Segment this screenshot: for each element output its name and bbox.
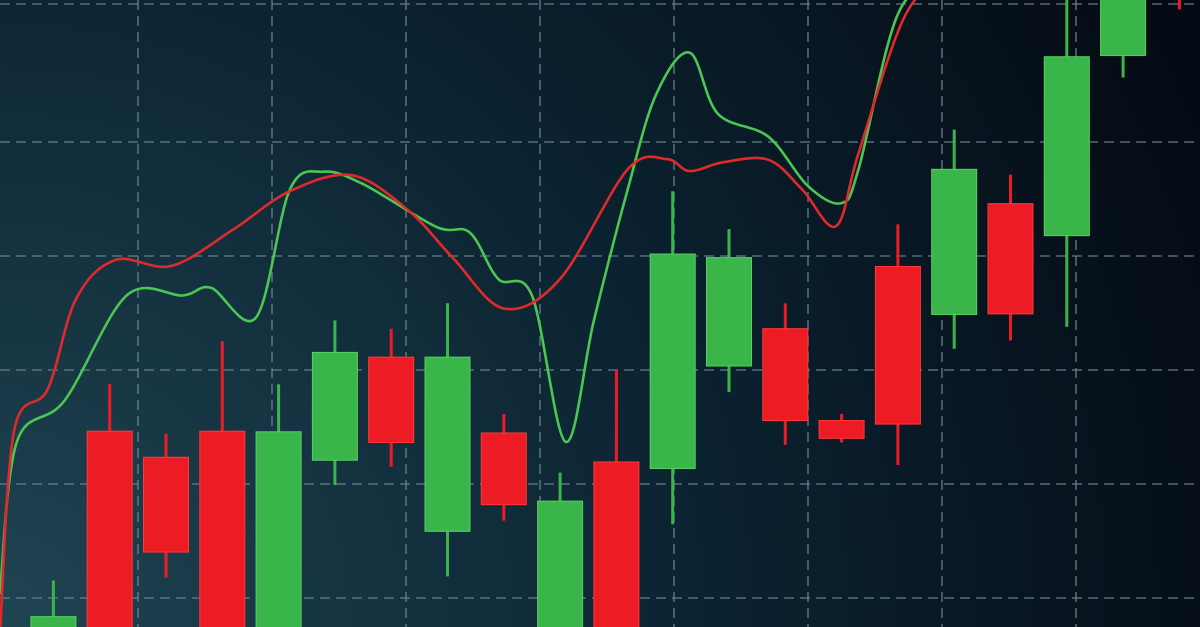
candle-body	[987, 203, 1034, 315]
candle-body	[649, 253, 696, 470]
candle-16-down	[874, 224, 921, 465]
candle-body	[593, 461, 640, 627]
candle-1-up	[30, 580, 77, 627]
candle-body	[1100, 0, 1147, 57]
indicator-lines	[0, 0, 917, 627]
candle-19-up	[1043, 0, 1090, 327]
candle-13-up	[706, 229, 752, 393]
candle-body	[424, 356, 471, 532]
candle-body	[143, 456, 189, 553]
candle-11-down	[593, 370, 640, 627]
candle-body	[199, 430, 246, 627]
candle-4-down	[199, 341, 246, 627]
candle-3-down	[143, 433, 189, 578]
candle-body	[368, 356, 415, 443]
candle-5-up	[255, 384, 302, 627]
candle-10-up	[537, 472, 584, 627]
candle-6-up	[311, 320, 358, 486]
candle-body	[311, 351, 358, 461]
candle-body	[255, 431, 302, 627]
indicator-line-slow	[0, 0, 917, 627]
candle-8-up	[424, 303, 471, 577]
candle-12-up	[649, 191, 696, 525]
candle-14-down	[762, 303, 809, 445]
candle-20-up	[1100, 0, 1147, 78]
candle-7-down	[368, 328, 415, 467]
candle-body	[762, 328, 809, 422]
candle-body	[818, 420, 865, 439]
candle-body	[931, 168, 978, 315]
candle-body	[706, 257, 752, 367]
candle-body	[1043, 56, 1090, 237]
candle-body	[30, 616, 77, 627]
candle-18-down	[987, 174, 1034, 341]
candle-body	[537, 500, 584, 627]
candle-17-up	[931, 129, 978, 349]
candle-2-down	[86, 383, 133, 627]
candle-15-down	[818, 414, 865, 443]
candles	[30, 0, 1181, 627]
candle-body	[874, 265, 921, 425]
candle-body	[86, 430, 133, 627]
candle-body	[480, 432, 527, 506]
candle-9-down	[480, 414, 527, 521]
candle-21-down	[1177, 0, 1181, 10]
